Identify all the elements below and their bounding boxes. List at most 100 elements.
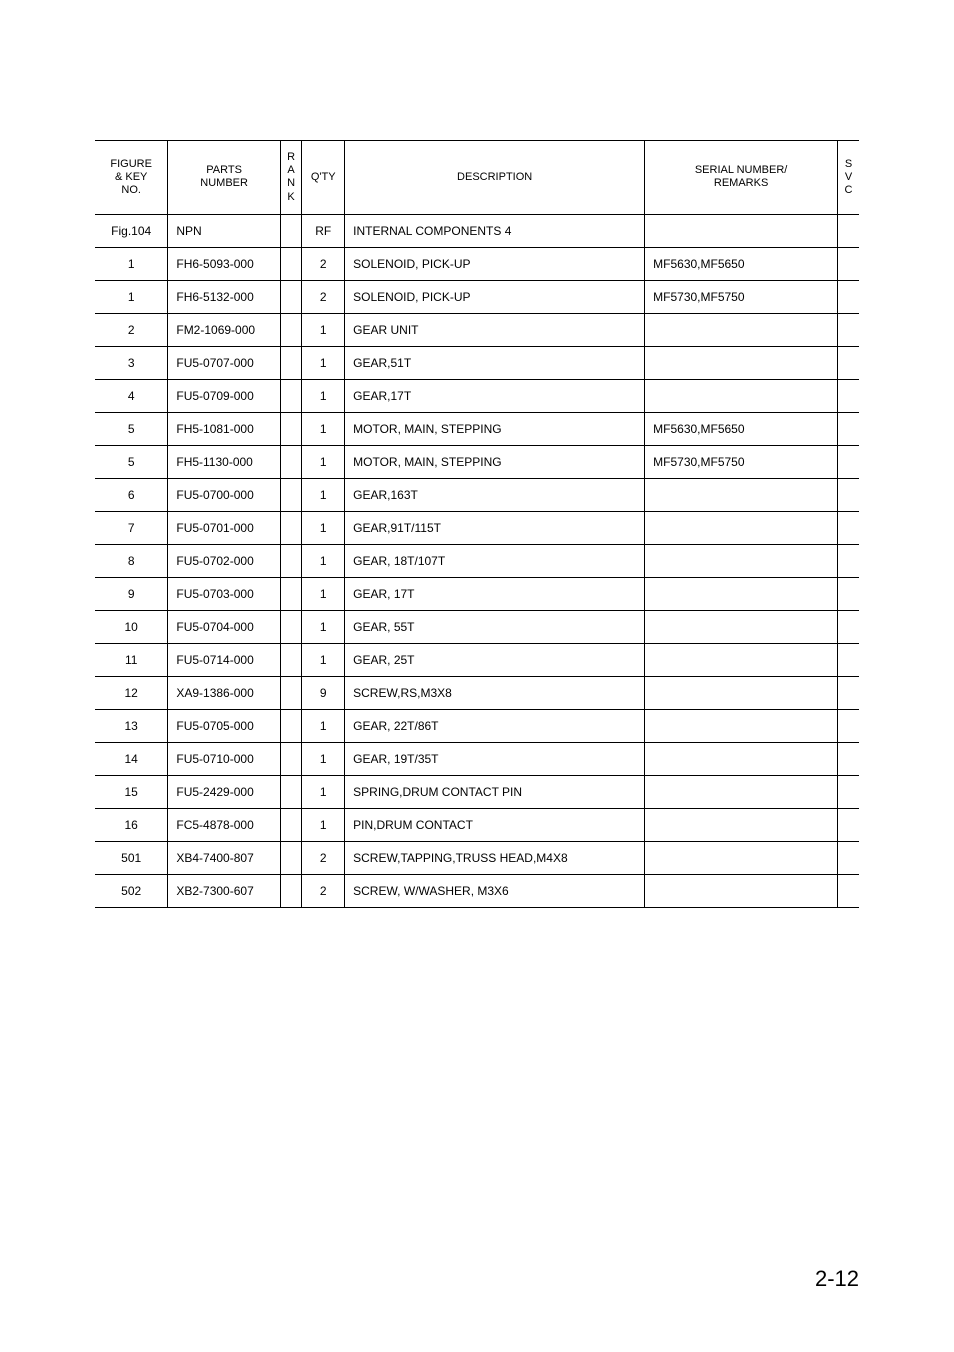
cell-svc <box>838 775 859 808</box>
cell-figure: 3 <box>95 346 168 379</box>
cell-svc <box>838 643 859 676</box>
cell-qty: 1 <box>302 445 345 478</box>
cell-svc <box>838 610 859 643</box>
cell-rank <box>280 511 301 544</box>
cell-figure: 1 <box>95 280 168 313</box>
cell-svc <box>838 379 859 412</box>
cell-parts: FU5-0714-000 <box>168 643 281 676</box>
cell-description: GEAR, 19T/35T <box>345 742 645 775</box>
cell-serial <box>645 742 838 775</box>
cell-description: GEAR,51T <box>345 346 645 379</box>
table-row: 501XB4-7400-8072SCREW,TAPPING,TRUSS HEAD… <box>95 841 859 874</box>
cell-parts: FH5-1081-000 <box>168 412 281 445</box>
cell-svc <box>838 412 859 445</box>
cell-figure: 2 <box>95 313 168 346</box>
cell-rank <box>280 676 301 709</box>
table-row: 502XB2-7300-6072SCREW, W/WASHER, M3X6 <box>95 874 859 907</box>
cell-parts: FH6-5132-000 <box>168 280 281 313</box>
cell-rank <box>280 841 301 874</box>
cell-qty: 9 <box>302 676 345 709</box>
cell-rank <box>280 610 301 643</box>
cell-figure: 1 <box>95 247 168 280</box>
parts-table: FIGURE& KEYNO. PARTSNUMBER RANK Q'TY DES… <box>95 140 859 908</box>
cell-svc <box>838 313 859 346</box>
header-parts: PARTSNUMBER <box>168 141 281 215</box>
cell-serial <box>645 478 838 511</box>
cell-description: GEAR, 55T <box>345 610 645 643</box>
header-serial: SERIAL NUMBER/REMARKS <box>645 141 838 215</box>
table-row: 7FU5-0701-0001GEAR,91T/115T <box>95 511 859 544</box>
cell-figure: 9 <box>95 577 168 610</box>
cell-parts: FU5-2429-000 <box>168 775 281 808</box>
cell-parts: FH5-1130-000 <box>168 445 281 478</box>
cell-svc <box>838 808 859 841</box>
header-description: DESCRIPTION <box>345 141 645 215</box>
cell-rank <box>280 412 301 445</box>
cell-rank <box>280 808 301 841</box>
cell-rank <box>280 379 301 412</box>
cell-description: GEAR, 18T/107T <box>345 544 645 577</box>
table-row: 9FU5-0703-0001GEAR, 17T <box>95 577 859 610</box>
cell-qty: 1 <box>302 379 345 412</box>
cell-description: SCREW,RS,M3X8 <box>345 676 645 709</box>
cell-figure: 11 <box>95 643 168 676</box>
cell-rank <box>280 742 301 775</box>
cell-figure: 13 <box>95 709 168 742</box>
table-row: 2FM2-1069-0001GEAR UNIT <box>95 313 859 346</box>
cell-rank <box>280 313 301 346</box>
cell-qty: 1 <box>302 643 345 676</box>
table-row: Fig.104NPNRFINTERNAL COMPONENTS 4 <box>95 214 859 247</box>
cell-qty: 2 <box>302 874 345 907</box>
cell-rank <box>280 544 301 577</box>
cell-description: GEAR,163T <box>345 478 645 511</box>
cell-figure: 8 <box>95 544 168 577</box>
cell-svc <box>838 445 859 478</box>
cell-qty: 1 <box>302 742 345 775</box>
cell-description: PIN,DRUM CONTACT <box>345 808 645 841</box>
cell-serial <box>645 577 838 610</box>
cell-parts: FH6-5093-000 <box>168 247 281 280</box>
cell-rank <box>280 643 301 676</box>
cell-description: GEAR,17T <box>345 379 645 412</box>
cell-qty: 2 <box>302 247 345 280</box>
cell-serial <box>645 610 838 643</box>
cell-description: SCREW,TAPPING,TRUSS HEAD,M4X8 <box>345 841 645 874</box>
table-body: Fig.104NPNRFINTERNAL COMPONENTS 41FH6-50… <box>95 214 859 907</box>
cell-description: GEAR, 22T/86T <box>345 709 645 742</box>
cell-parts: FC5-4878-000 <box>168 808 281 841</box>
cell-serial: MF5630,MF5650 <box>645 247 838 280</box>
cell-qty: 1 <box>302 775 345 808</box>
cell-serial: MF5730,MF5750 <box>645 445 838 478</box>
cell-rank <box>280 709 301 742</box>
cell-figure: 4 <box>95 379 168 412</box>
cell-svc <box>838 874 859 907</box>
header-svc: SVC <box>838 141 859 215</box>
cell-figure: 6 <box>95 478 168 511</box>
cell-svc <box>838 841 859 874</box>
cell-description: INTERNAL COMPONENTS 4 <box>345 214 645 247</box>
cell-rank <box>280 874 301 907</box>
cell-svc <box>838 676 859 709</box>
cell-figure: 14 <box>95 742 168 775</box>
cell-serial: MF5730,MF5750 <box>645 280 838 313</box>
cell-qty: 1 <box>302 544 345 577</box>
cell-figure: Fig.104 <box>95 214 168 247</box>
cell-rank <box>280 280 301 313</box>
cell-qty: 2 <box>302 280 345 313</box>
cell-serial <box>645 313 838 346</box>
cell-serial <box>645 214 838 247</box>
table-header-row: FIGURE& KEYNO. PARTSNUMBER RANK Q'TY DES… <box>95 141 859 215</box>
cell-description: GEAR,91T/115T <box>345 511 645 544</box>
cell-svc <box>838 346 859 379</box>
cell-description: SCREW, W/WASHER, M3X6 <box>345 874 645 907</box>
cell-qty: 1 <box>302 610 345 643</box>
cell-description: GEAR, 25T <box>345 643 645 676</box>
cell-description: MOTOR, MAIN, STEPPING <box>345 445 645 478</box>
table-row: 6FU5-0700-0001GEAR,163T <box>95 478 859 511</box>
cell-description: GEAR UNIT <box>345 313 645 346</box>
table-row: 4FU5-0709-0001GEAR,17T <box>95 379 859 412</box>
cell-description: SOLENOID, PICK-UP <box>345 280 645 313</box>
cell-serial <box>645 544 838 577</box>
cell-parts: XB4-7400-807 <box>168 841 281 874</box>
cell-rank <box>280 346 301 379</box>
